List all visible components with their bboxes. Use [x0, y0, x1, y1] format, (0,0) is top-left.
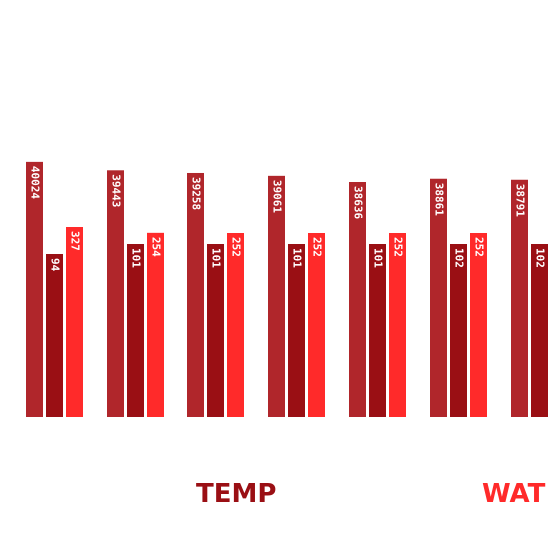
- bar-value-label: 252: [311, 237, 324, 257]
- bar-s2-c2: [227, 233, 244, 417]
- bar-s0-c6: [511, 179, 528, 417]
- bar-s0-c5: [430, 178, 447, 417]
- legend-entry-1: TEMP: [196, 479, 276, 509]
- bar-value-label: 38636: [352, 186, 365, 219]
- bar-value-label: 101: [291, 248, 304, 268]
- bar-s2-c5: [470, 233, 487, 417]
- bar-value-label: 39443: [110, 174, 123, 207]
- bar-value-label: 38861: [433, 183, 446, 216]
- bar-s1-c5: [450, 244, 467, 417]
- legend-entry-2: WAT: [482, 479, 546, 509]
- bar-s0-c2: [187, 172, 204, 417]
- bar-value-label: 101: [210, 248, 223, 268]
- bar-s0-c3: [268, 175, 285, 417]
- bar-value-label: 254: [150, 237, 163, 257]
- bar-value-label: 101: [130, 248, 143, 268]
- bar-s1-c6: [531, 244, 548, 417]
- bar-s1-c0: [46, 254, 63, 417]
- bar-s0-c1: [107, 170, 124, 417]
- bar-value-label: 327: [69, 231, 82, 251]
- bar-value-label: 252: [473, 237, 486, 257]
- bar-value-label: 39061: [271, 180, 284, 213]
- bar-value-label: 38791: [514, 184, 527, 217]
- bar-value-label: 102: [453, 248, 466, 268]
- bar-s2-c3: [308, 233, 325, 417]
- bar-s2-c1: [147, 232, 164, 417]
- bar-s1-c1: [127, 244, 144, 417]
- bar-value-label: 39258: [190, 177, 203, 210]
- bar-value-label: 94: [49, 258, 62, 272]
- bar-s1-c2: [207, 244, 224, 417]
- bar-s1-c4: [369, 244, 386, 417]
- bar-s1-c3: [288, 244, 305, 417]
- bar-value-label: 101: [372, 248, 385, 268]
- bar-s2-c4: [389, 233, 406, 417]
- bar-value-label: 102: [534, 248, 547, 268]
- bar-value-label: 40024: [29, 166, 42, 199]
- bar-value-label: 252: [230, 237, 243, 257]
- bar-value-label: 252: [392, 237, 405, 257]
- bar-s2-c0: [66, 227, 83, 417]
- bar-s0-c0: [26, 161, 43, 417]
- bar-s0-c4: [349, 182, 366, 417]
